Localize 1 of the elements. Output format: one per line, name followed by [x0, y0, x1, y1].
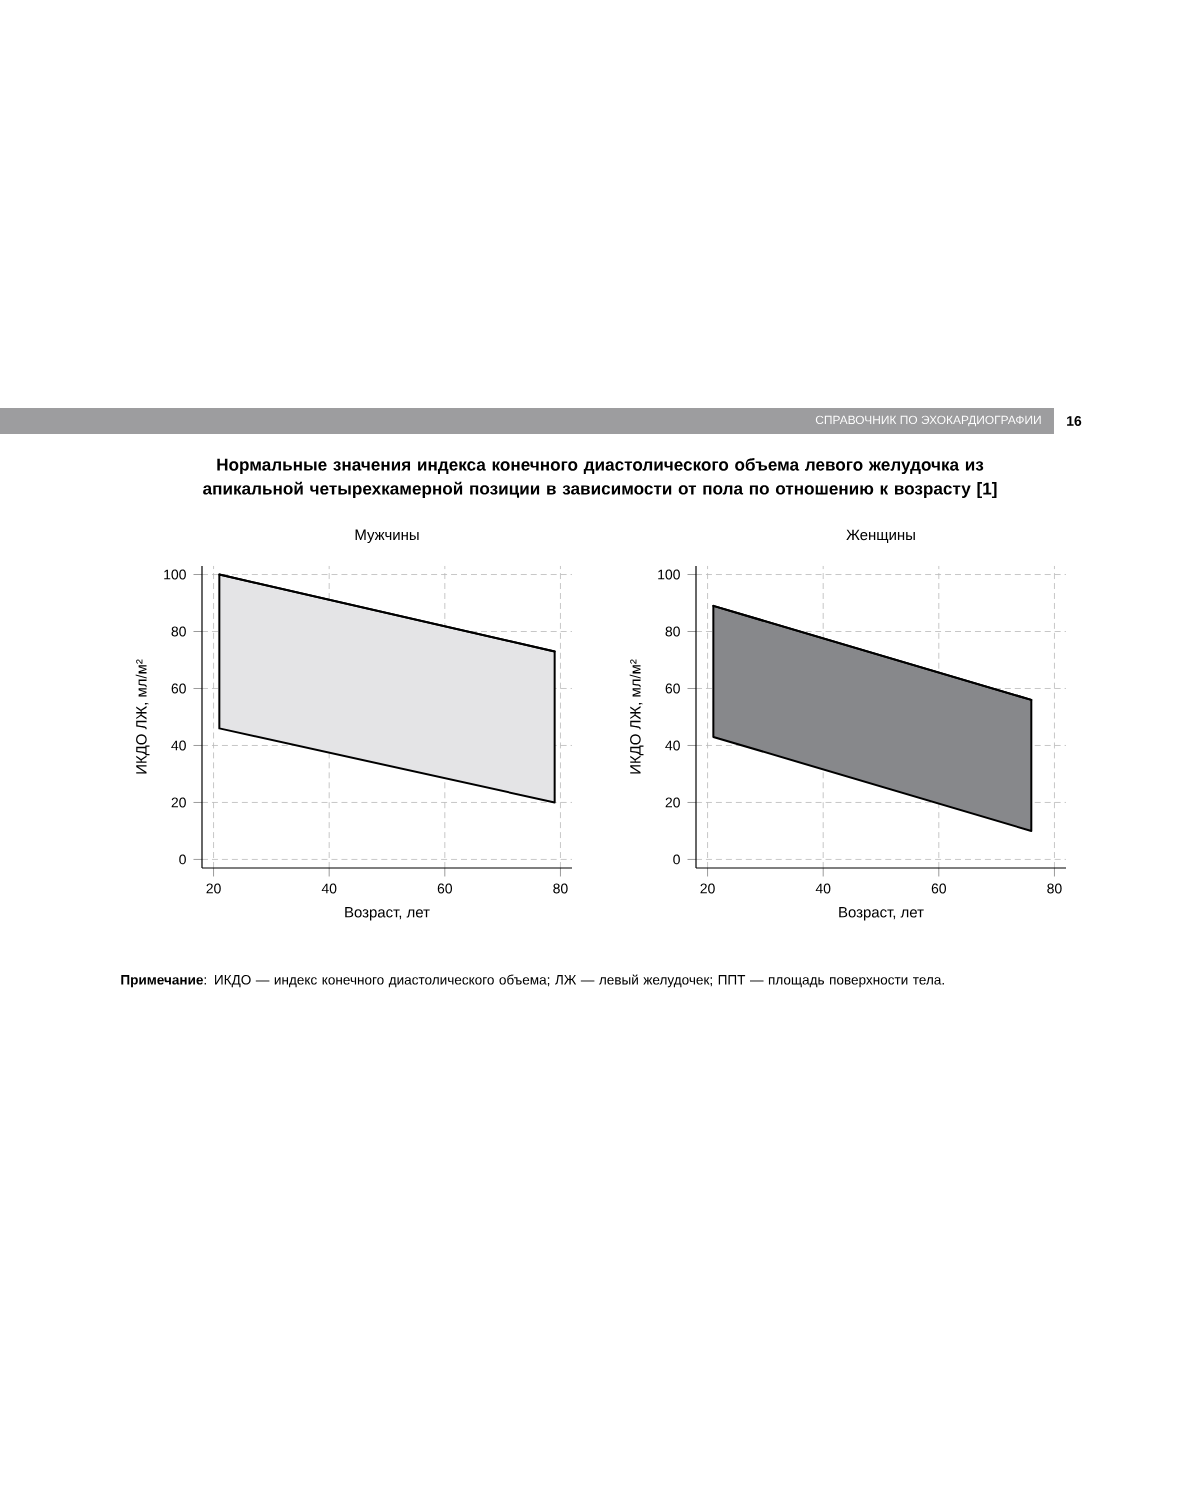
text: Нормальные значения индекса конечного диастолического объема левого желудочка из апикальной четырехкамерной позиции в зависимости от пола по отношению к возрасту [1] — [203, 457, 997, 499]
